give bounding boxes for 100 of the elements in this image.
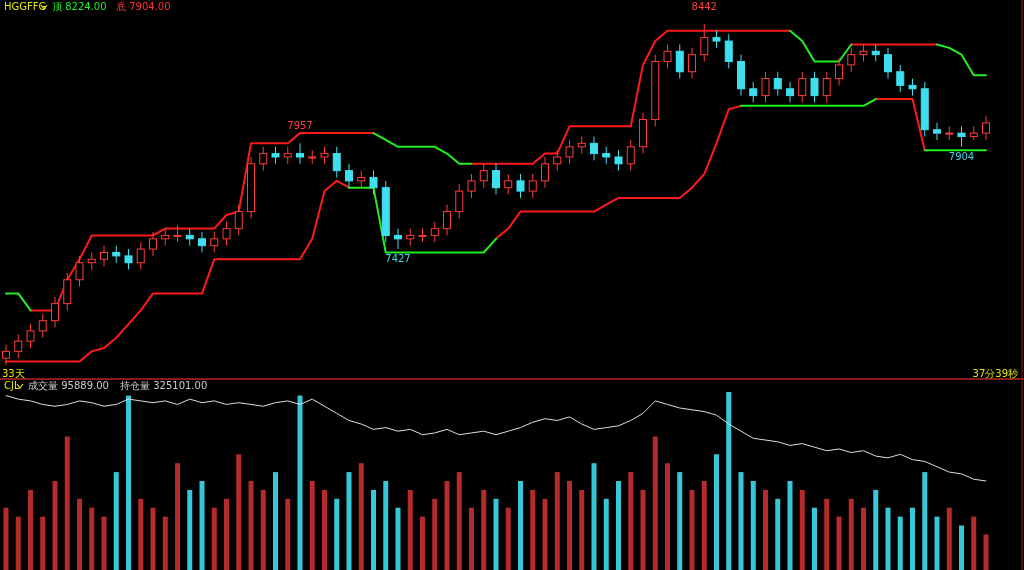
- bar: [542, 498, 548, 570]
- bar: [113, 472, 119, 570]
- bar: [297, 395, 303, 570]
- candlestick: [614, 149, 623, 172]
- bar: [591, 463, 597, 570]
- bar: [689, 489, 695, 570]
- candlestick: [663, 43, 672, 69]
- candlestick: [749, 81, 758, 103]
- bar: [652, 436, 658, 570]
- candlestick: [528, 173, 537, 199]
- bar: [946, 507, 952, 570]
- bar: [395, 507, 401, 570]
- bar: [77, 498, 82, 570]
- annotation: 7957: [287, 120, 313, 132]
- candlestick: [443, 204, 451, 236]
- bar: [714, 454, 719, 570]
- bar: [420, 516, 425, 570]
- bar: [665, 463, 670, 570]
- bar: [518, 481, 523, 570]
- candlestick: [786, 81, 794, 103]
- text: 33天: [2, 368, 25, 379]
- bar: [628, 472, 634, 570]
- candlestick: [835, 57, 843, 86]
- candlestick: [822, 71, 831, 103]
- candlestick: [455, 183, 464, 219]
- candlestick: [198, 231, 206, 253]
- text: 底 7904.00: [116, 1, 171, 12]
- candlestick: [149, 231, 157, 257]
- bar: [861, 507, 866, 570]
- bar: [432, 498, 438, 570]
- bar: [138, 498, 144, 570]
- candlestick: [675, 43, 684, 80]
- bar: [493, 498, 499, 570]
- candlestick: [773, 71, 782, 97]
- bar: [971, 516, 977, 570]
- candlestick: [492, 163, 500, 195]
- candlestick: [222, 221, 231, 247]
- candlestick: [626, 139, 635, 172]
- bar: [64, 436, 70, 570]
- text: 成交量 95889.00: [28, 380, 109, 391]
- candlestick: [565, 139, 574, 165]
- candlestick: [51, 296, 59, 328]
- candlestick: [700, 23, 709, 63]
- candlestick: [296, 142, 304, 165]
- bar: [799, 489, 805, 570]
- annotation: 8442: [691, 1, 717, 12]
- candlestick: [259, 146, 268, 172]
- bar: [322, 489, 327, 570]
- bar: [579, 489, 585, 570]
- candlestick: [479, 163, 488, 189]
- candlestick: [75, 255, 84, 288]
- candlestick: [516, 173, 525, 199]
- candlestick: [430, 221, 439, 243]
- bar: [750, 481, 756, 570]
- bar: [983, 534, 989, 570]
- candlestick: [38, 313, 47, 339]
- bar: [199, 481, 205, 570]
- bar: [885, 507, 891, 570]
- bar: [616, 481, 621, 570]
- candlestick: [394, 228, 402, 250]
- candlestick: [810, 71, 819, 103]
- candlestick: [63, 272, 72, 311]
- bar: [873, 489, 879, 570]
- candlestick: [332, 146, 341, 178]
- bar: [371, 489, 376, 570]
- bar: [910, 507, 915, 570]
- candlestick: [234, 204, 243, 236]
- bar: [211, 507, 217, 570]
- bar: [481, 489, 487, 570]
- text: 持仓量 325101.00: [120, 380, 208, 391]
- text: 顶 8224.00: [52, 1, 107, 12]
- candlestick: [798, 71, 807, 103]
- candlestick: [933, 122, 941, 141]
- bar: [40, 516, 46, 570]
- bar: [603, 498, 609, 570]
- text: 37分39秒: [972, 368, 1018, 379]
- bar: [236, 454, 242, 570]
- bar: [334, 498, 340, 570]
- bar: [824, 498, 830, 570]
- bar: [175, 463, 180, 570]
- bar: [407, 489, 413, 570]
- candlestick: [124, 248, 133, 271]
- candlestick: [541, 156, 549, 189]
- bar: [567, 481, 572, 570]
- candlestick: [136, 241, 145, 271]
- bar: [738, 472, 744, 570]
- candlestick: [345, 163, 353, 189]
- candlestick: [14, 333, 23, 359]
- bar: [959, 525, 964, 570]
- bar: [309, 481, 315, 570]
- bar: [101, 516, 107, 570]
- bar: [554, 472, 560, 570]
- bar: [456, 472, 462, 570]
- bar: [28, 489, 33, 570]
- bar: [787, 481, 793, 570]
- candlestick: [847, 47, 856, 73]
- bar: [922, 472, 928, 570]
- candlestick: [553, 149, 562, 172]
- candlestick: [688, 47, 696, 80]
- bar: [285, 498, 291, 570]
